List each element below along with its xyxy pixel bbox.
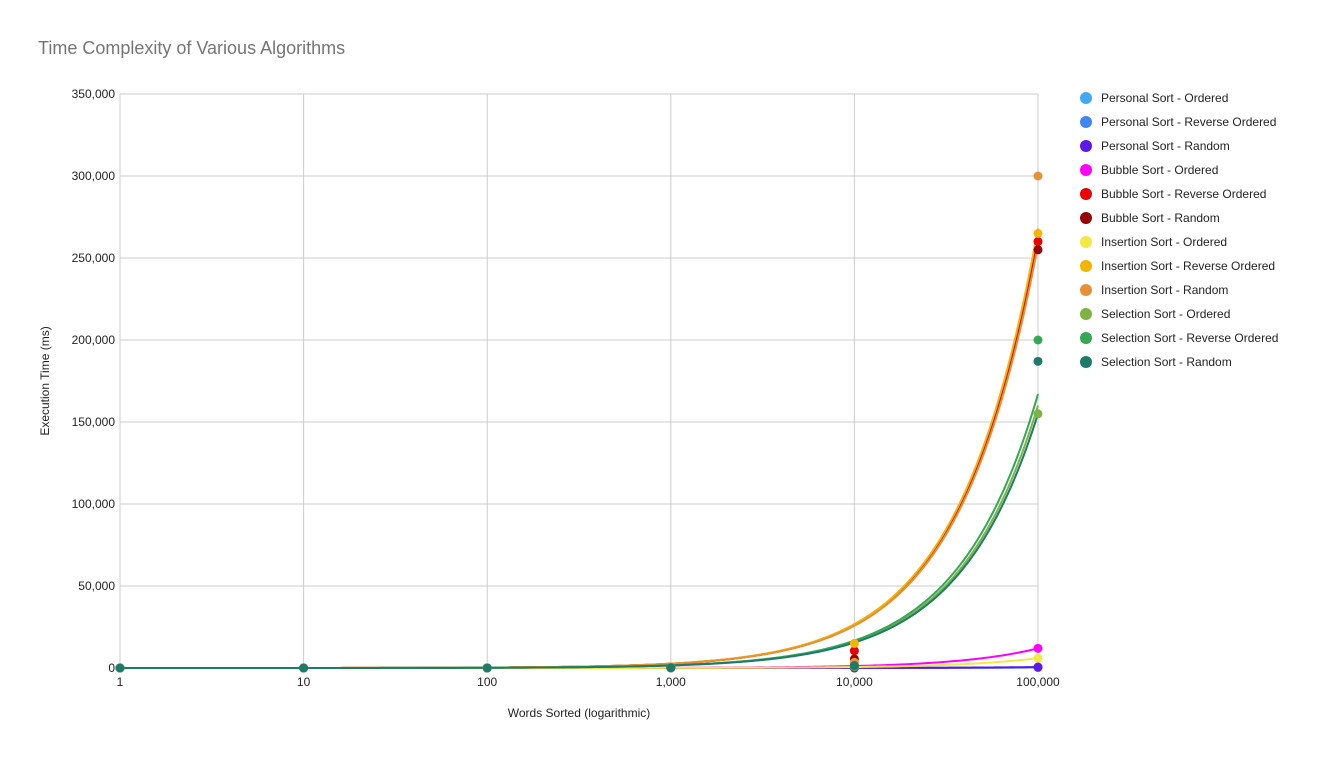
legend-item: Bubble Sort - Random: [1080, 206, 1278, 230]
data-point: [666, 663, 676, 673]
legend-item: Insertion Sort - Ordered: [1080, 230, 1278, 254]
legend-label: Personal Sort - Reverse Ordered: [1101, 115, 1277, 129]
data-point: [1033, 171, 1043, 181]
legend-marker: [1080, 332, 1092, 344]
legend-marker: [1080, 308, 1092, 320]
trend-line: [120, 243, 1039, 669]
legend-item: Personal Sort - Random: [1080, 134, 1278, 158]
legend-marker: [1080, 116, 1092, 128]
data-point: [1033, 335, 1043, 345]
legend-marker: [1080, 284, 1092, 296]
x-axis-label: Words Sorted (logarithmic): [508, 706, 651, 720]
y-axis-ticks: 0 50,000 100,000 150,000 200,000 250,000 300,0…: [72, 87, 116, 675]
legend-item: Insertion Sort - Random: [1080, 278, 1278, 302]
legend-marker: [1080, 236, 1092, 248]
legend-item: Selection Sort - Reverse Ordered: [1080, 326, 1278, 350]
trend-line: [120, 236, 1039, 669]
legend-label: Bubble Sort - Ordered: [1101, 163, 1219, 177]
chart-title: Time Complexity of Various Algorithms: [38, 38, 346, 58]
legend-marker: [1080, 140, 1092, 152]
data-point: [299, 663, 309, 673]
trend-line: [120, 393, 1039, 669]
trend-line: [120, 228, 1039, 669]
data-points: [115, 171, 1043, 673]
x-tick-label: 1,000: [656, 675, 686, 689]
data-point: [1033, 356, 1043, 366]
data-point: [1033, 237, 1043, 247]
legend-item: Selection Sort - Random: [1080, 350, 1278, 374]
trend-line: [120, 647, 1039, 669]
legend-label: Insertion Sort - Random: [1101, 283, 1229, 297]
trend-lines: [120, 228, 1039, 669]
legend-label: Selection Sort - Random: [1101, 355, 1232, 369]
legend-item: Bubble Sort - Ordered: [1080, 158, 1278, 182]
data-point: [849, 638, 859, 648]
legend-marker: [1080, 164, 1092, 176]
x-tick-label: 10,000: [836, 675, 873, 689]
data-point: [1033, 643, 1043, 653]
legend-item: Personal Sort - Reverse Ordered: [1080, 110, 1278, 134]
legend-marker: [1080, 356, 1092, 368]
data-point: [1033, 409, 1043, 419]
legend-item: Insertion Sort - Reverse Ordered: [1080, 254, 1278, 278]
data-point: [1033, 653, 1043, 663]
y-tick-label: 0: [108, 661, 115, 675]
data-point: [1033, 662, 1043, 672]
x-tick-label: 100: [477, 675, 497, 689]
legend-marker: [1080, 188, 1092, 200]
y-tick-label: 150,000: [72, 415, 116, 429]
legend-item: Bubble Sort - Reverse Ordered: [1080, 182, 1278, 206]
legend-item: Selection Sort - Ordered: [1080, 302, 1278, 326]
legend-marker: [1080, 212, 1092, 224]
trend-line: [120, 405, 1039, 669]
data-point: [482, 663, 492, 673]
y-tick-label: 200,000: [72, 333, 116, 347]
x-tick-label: 10: [297, 675, 311, 689]
legend-marker: [1080, 260, 1092, 272]
legend-label: Selection Sort - Reverse Ordered: [1101, 331, 1279, 345]
legend-label: Personal Sort - Ordered: [1101, 91, 1229, 105]
legend-marker: [1080, 92, 1092, 104]
y-tick-label: 250,000: [72, 251, 116, 265]
x-tick-label: 1: [117, 675, 124, 689]
legend: Personal Sort - Ordered Personal Sort - R…: [1080, 86, 1278, 374]
y-axis-label: Execution Time (ms): [38, 326, 52, 435]
data-point: [849, 646, 859, 656]
y-tick-label: 50,000: [78, 579, 115, 593]
data-point: [1033, 228, 1043, 238]
legend-label: Selection Sort - Ordered: [1101, 307, 1231, 321]
legend-label: Personal Sort - Random: [1101, 139, 1230, 153]
data-point: [1033, 245, 1043, 255]
trend-line: [120, 413, 1039, 669]
y-tick-label: 350,000: [72, 87, 116, 101]
x-tick-label: 100,000: [1016, 675, 1060, 689]
legend-label: Insertion Sort - Reverse Ordered: [1101, 259, 1276, 273]
y-tick-label: 300,000: [72, 169, 116, 183]
legend-label: Bubble Sort - Random: [1101, 211, 1220, 225]
legend-label: Insertion Sort - Ordered: [1101, 235, 1228, 249]
legend-label: Bubble Sort - Reverse Ordered: [1101, 187, 1267, 201]
x-axis-ticks: 1 10 100 1,000 10,000 100,000: [117, 675, 1060, 689]
y-tick-label: 100,000: [72, 497, 116, 511]
data-point: [849, 661, 859, 671]
legend-item: Personal Sort - Ordered: [1080, 86, 1278, 110]
data-point: [115, 663, 125, 673]
trend-line: [120, 244, 1039, 669]
grid-lines: [119, 93, 1039, 669]
